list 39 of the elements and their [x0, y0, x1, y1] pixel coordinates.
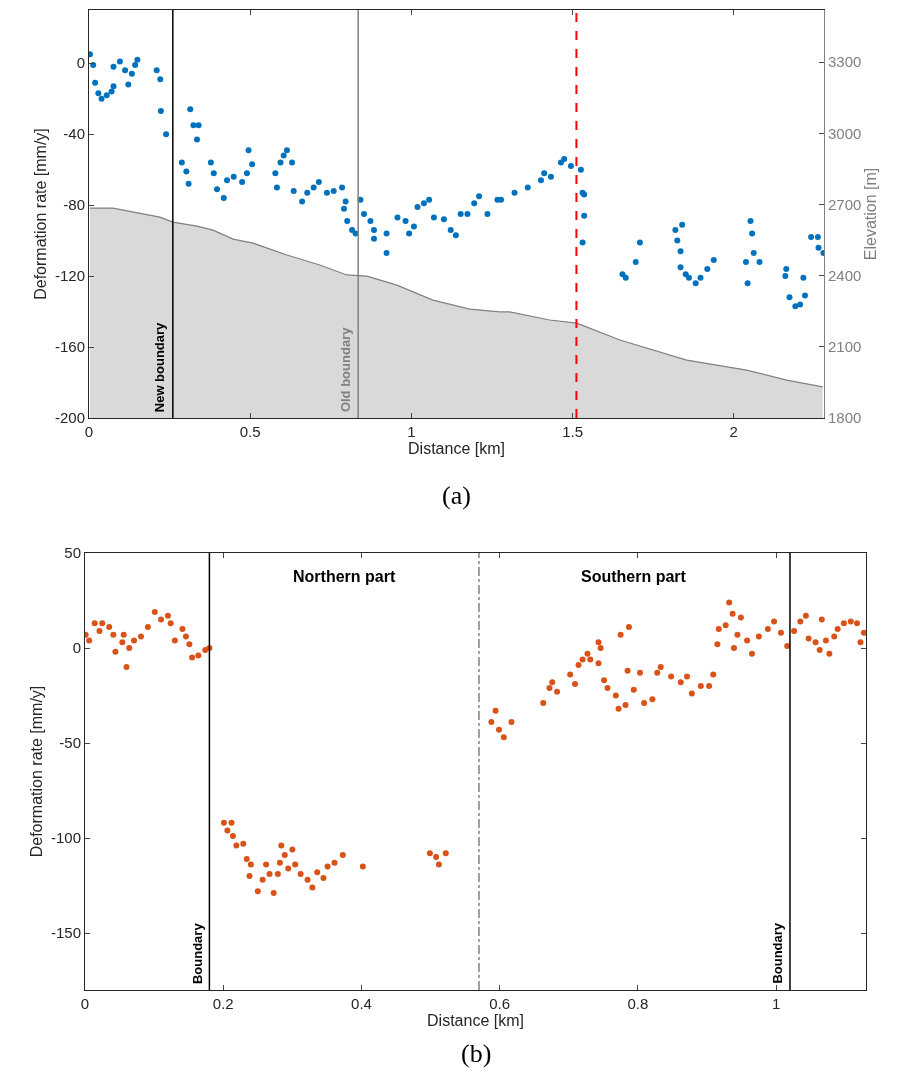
- y2-tick-label: 3300: [828, 53, 862, 71]
- x-tick-label: 0.6: [489, 995, 511, 1012]
- y2-axis-title: Elevation [m]: [862, 167, 880, 261]
- y-tick-label: -80: [63, 196, 85, 214]
- ref-line-label: New boundary: [152, 321, 168, 413]
- y-tick-label: 50: [64, 544, 81, 562]
- y-tick-label: 0: [72, 639, 81, 657]
- x-tick-label: 1: [407, 423, 416, 440]
- annotation: Northern part: [293, 568, 396, 585]
- x-tick-label: 1.5: [562, 423, 583, 440]
- y-axis-title: Deformation rate [mm/y]: [27, 685, 45, 858]
- y2-tick-label: 2700: [828, 195, 862, 213]
- x-tick-label: 0.8: [627, 995, 649, 1012]
- y-tick-label: -50: [59, 734, 81, 752]
- x-tick-label: 1: [771, 995, 781, 1012]
- y2-tick-label: 2100: [828, 338, 862, 356]
- ref-line-label: Old boundary: [338, 326, 354, 413]
- y-tick-label: -40: [63, 125, 85, 143]
- y-tick-label: 0: [76, 54, 85, 72]
- x-tick-label: 0.5: [239, 423, 261, 440]
- x-tick-label: 2: [729, 423, 738, 440]
- y2-tick-label: 3000: [828, 124, 862, 142]
- ref-line-label: Boundary: [770, 922, 786, 984]
- ref-line-label: Boundary: [189, 922, 205, 985]
- y-tick-label: -200: [54, 409, 85, 427]
- y-axis-title: Deformation rate [mm/y]: [31, 128, 49, 300]
- y-tick-label: -120: [54, 267, 85, 285]
- y-tick-label: -150: [50, 924, 81, 942]
- x-tick-label: 0.2: [212, 995, 234, 1012]
- x-axis-title: Distance [km]: [408, 440, 505, 457]
- y-tick-label: -160: [54, 338, 85, 356]
- y2-tick-label: 1800: [828, 409, 862, 427]
- text: (b): [461, 1039, 492, 1068]
- y-tick-label: -100: [50, 829, 81, 847]
- x-axis-title: Distance [km]: [427, 1012, 524, 1029]
- x-tick-label: 0.4: [351, 995, 372, 1012]
- text: (a): [442, 481, 471, 510]
- annotation: Southern part: [581, 568, 687, 585]
- y2-tick-label: 2400: [828, 266, 862, 284]
